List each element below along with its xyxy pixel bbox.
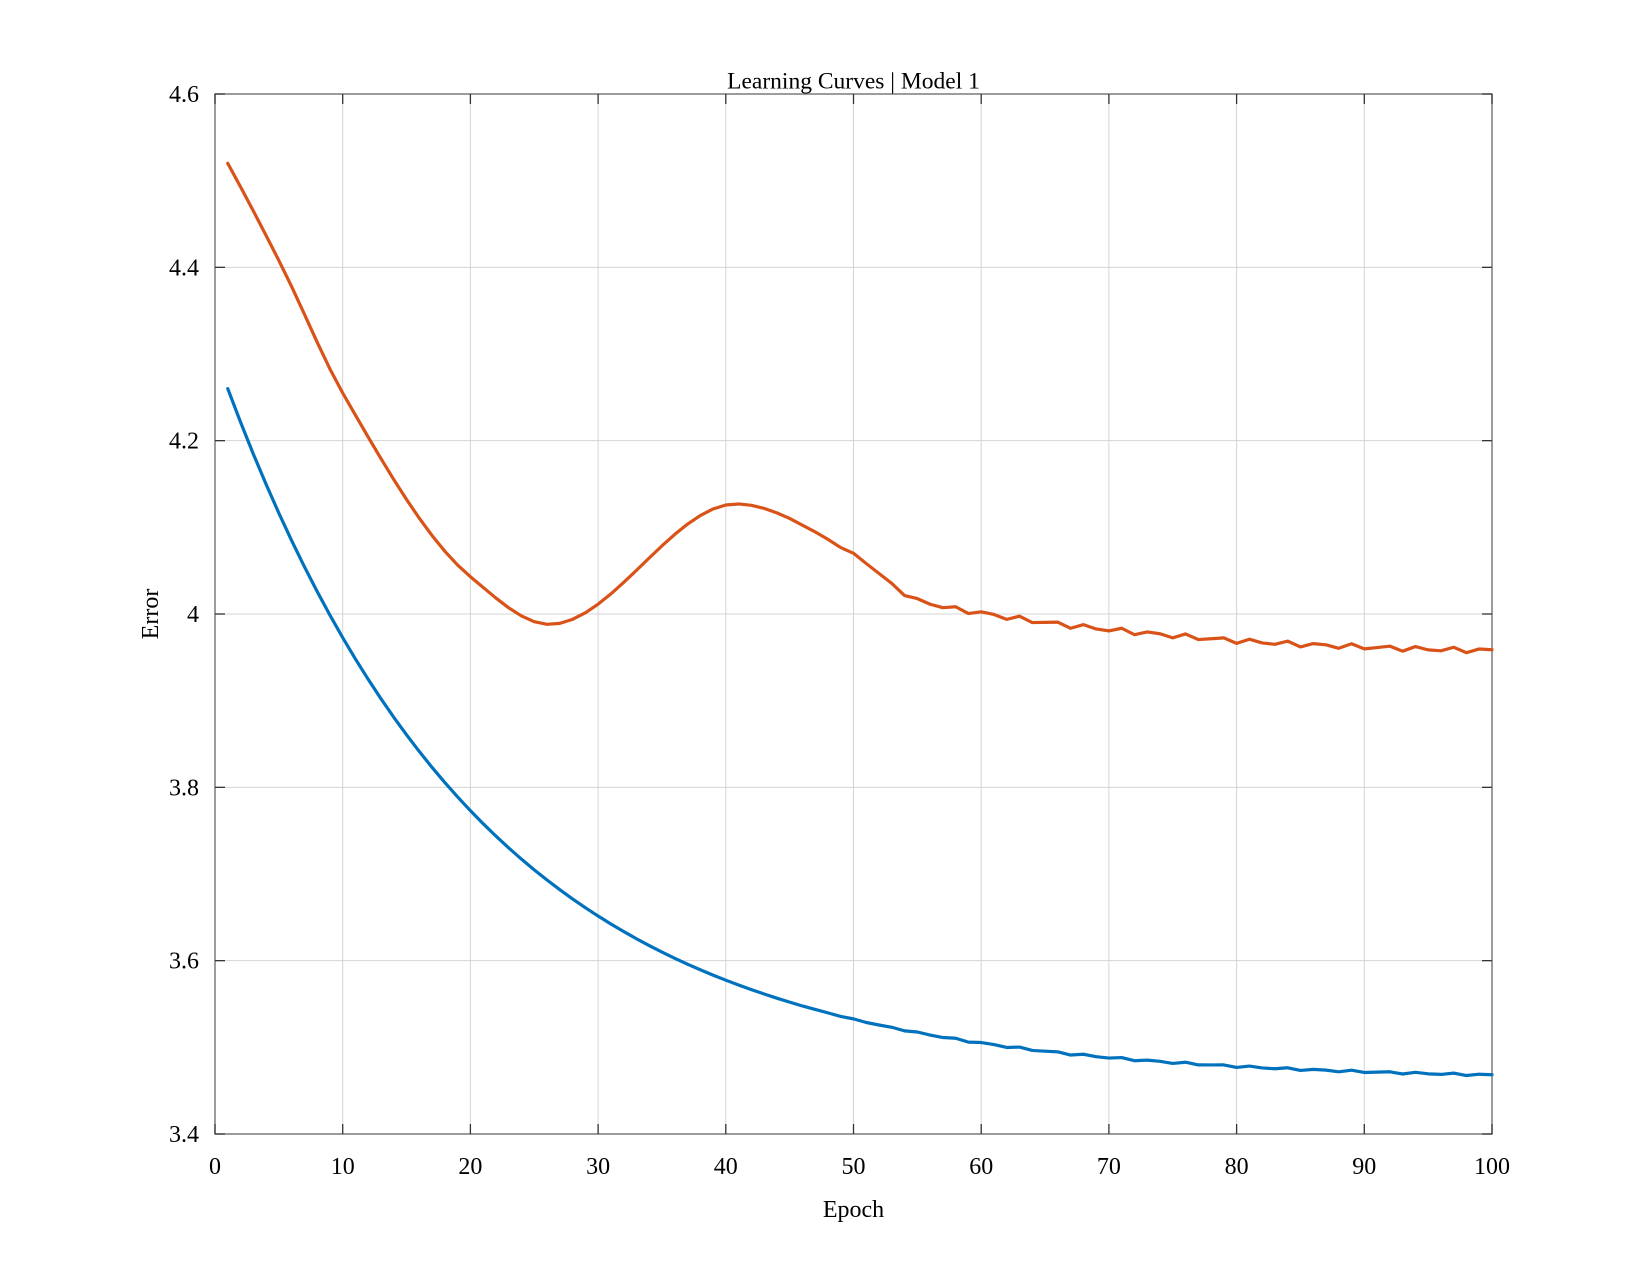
svg-text:60: 60: [969, 1154, 993, 1180]
svg-text:70: 70: [1097, 1154, 1121, 1180]
svg-text:100: 100: [1474, 1154, 1510, 1180]
svg-text:4.4: 4.4: [169, 255, 199, 281]
svg-text:50: 50: [842, 1154, 866, 1180]
svg-text:80: 80: [1225, 1154, 1249, 1180]
svg-text:Error: Error: [138, 589, 164, 640]
svg-text:4: 4: [187, 602, 199, 628]
svg-text:3.4: 3.4: [169, 1122, 199, 1148]
svg-text:Learning Curves | Model 1: Learning Curves | Model 1: [727, 69, 980, 95]
svg-text:Epoch: Epoch: [823, 1197, 884, 1223]
svg-text:4.6: 4.6: [169, 82, 199, 108]
svg-text:4.2: 4.2: [169, 429, 199, 455]
svg-text:0: 0: [209, 1154, 221, 1180]
svg-text:10: 10: [331, 1154, 355, 1180]
svg-text:20: 20: [458, 1154, 482, 1180]
svg-text:90: 90: [1352, 1154, 1376, 1180]
svg-text:40: 40: [714, 1154, 738, 1180]
svg-text:30: 30: [586, 1154, 610, 1180]
svg-text:3.8: 3.8: [169, 775, 199, 801]
svg-text:3.6: 3.6: [169, 949, 199, 975]
